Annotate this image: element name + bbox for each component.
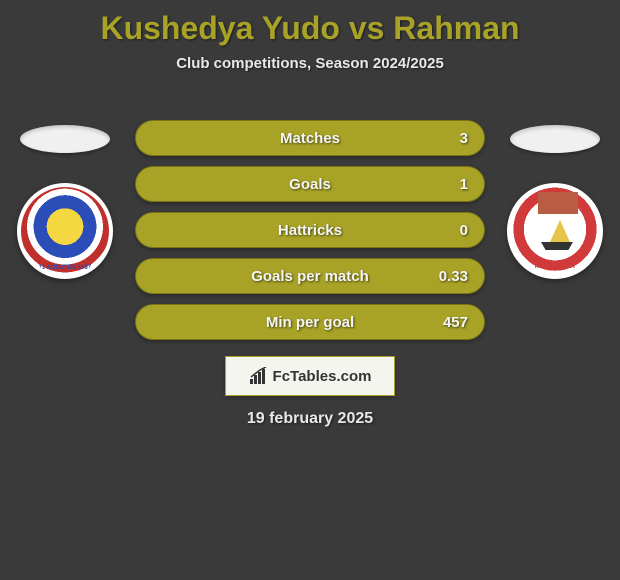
left-club-badge (17, 183, 113, 279)
stat-label: Matches (136, 121, 484, 157)
stat-value: 457 (443, 305, 468, 341)
stat-bar-hattricks: Hattricks0 (135, 212, 485, 248)
stats-bars: Matches3Goals1Hattricks0Goals per match0… (135, 120, 485, 350)
stat-value: 1 (460, 167, 468, 203)
stat-value: 3 (460, 121, 468, 157)
stat-label: Goals (136, 167, 484, 203)
stat-value: 0 (460, 213, 468, 249)
stat-bar-matches: Matches3 (135, 120, 485, 156)
stat-bar-min-per-goal: Min per goal457 (135, 304, 485, 340)
page-subtitle: Club competitions, Season 2024/2025 (0, 55, 620, 72)
stat-label: Goals per match (136, 259, 484, 295)
brand-box[interactable]: FcTables.com (225, 356, 395, 396)
right-flag-oval (510, 125, 600, 153)
brand-text: FcTables.com (273, 368, 372, 385)
stat-bar-goals: Goals1 (135, 166, 485, 202)
stat-bar-goals-per-match: Goals per match0.33 (135, 258, 485, 294)
left-player-column (10, 125, 120, 279)
stat-label: Min per goal (136, 305, 484, 341)
stat-value: 0.33 (439, 259, 468, 295)
brand-chart-icon (249, 367, 269, 385)
date-label: 19 february 2025 (0, 410, 620, 428)
left-flag-oval (20, 125, 110, 153)
right-player-column (500, 125, 610, 279)
stat-label: Hattricks (136, 213, 484, 249)
page-title: Kushedya Yudo vs Rahman (0, 0, 620, 47)
right-club-badge (507, 183, 603, 279)
